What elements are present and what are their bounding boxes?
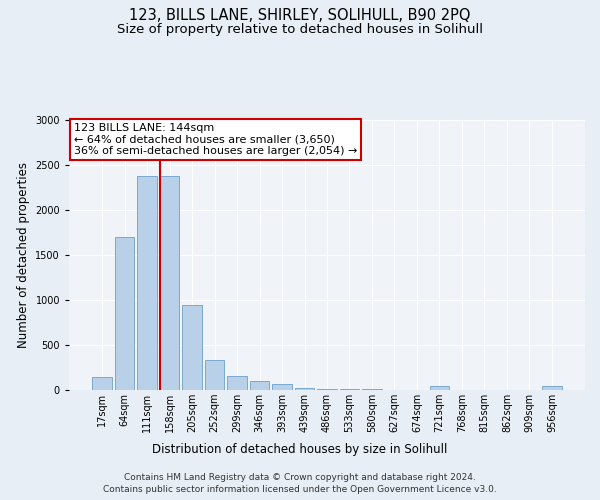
Bar <box>115 237 134 390</box>
Bar <box>542 386 562 390</box>
Bar <box>92 376 112 390</box>
Text: Contains HM Land Registry data © Crown copyright and database right 2024.: Contains HM Land Registry data © Crown c… <box>124 472 476 482</box>
Bar <box>317 388 337 390</box>
Text: Size of property relative to detached houses in Solihull: Size of property relative to detached ho… <box>117 22 483 36</box>
Bar <box>227 376 247 390</box>
Y-axis label: Number of detached properties: Number of detached properties <box>17 162 29 348</box>
Bar <box>182 306 202 390</box>
Text: Distribution of detached houses by size in Solihull: Distribution of detached houses by size … <box>152 442 448 456</box>
Bar <box>295 388 314 390</box>
Bar <box>137 176 157 390</box>
Text: 123 BILLS LANE: 144sqm
← 64% of detached houses are smaller (3,650)
36% of semi-: 123 BILLS LANE: 144sqm ← 64% of detached… <box>74 122 358 156</box>
Bar <box>272 384 292 390</box>
Bar <box>250 381 269 390</box>
Bar <box>340 389 359 390</box>
Bar <box>205 360 224 390</box>
Bar <box>160 176 179 390</box>
Bar <box>430 386 449 390</box>
Text: 123, BILLS LANE, SHIRLEY, SOLIHULL, B90 2PQ: 123, BILLS LANE, SHIRLEY, SOLIHULL, B90 … <box>129 8 471 22</box>
Text: Contains public sector information licensed under the Open Government Licence v3: Contains public sector information licen… <box>103 485 497 494</box>
